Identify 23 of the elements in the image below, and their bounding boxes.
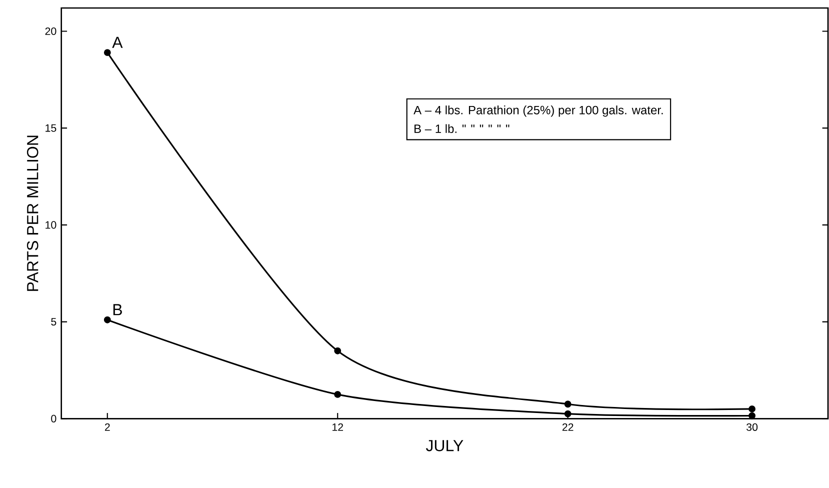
- y-tick-label: 10: [46, 221, 56, 229]
- point: [748, 412, 756, 420]
- point: [748, 406, 756, 412]
- x-tick-label: 22: [562, 423, 574, 431]
- y-tick-label: 15: [46, 124, 56, 132]
- point: [564, 400, 572, 408]
- annotation: B – 1 lb. " " " " " ": [414, 124, 510, 134]
- annotation: A – 4 lbs. Parathion (25%) per 100 gals. water.: [414, 106, 663, 117]
- series-label: A: [112, 36, 123, 48]
- point: [334, 390, 342, 398]
- x-tick-label: 12: [332, 423, 344, 431]
- y-tick-label: 20: [45, 27, 56, 36]
- point: [564, 410, 572, 418]
- x-tick-label: 30: [746, 423, 758, 431]
- point: [104, 49, 111, 56]
- series-label: B: [113, 304, 122, 316]
- y-axis-title: PARTS PER MILLION: [26, 136, 38, 291]
- y-tick-label: 0: [51, 414, 56, 422]
- x-axis-title: JULY: [426, 440, 464, 452]
- x-tick-label: 2: [104, 423, 110, 431]
- point: [334, 347, 342, 354]
- y-tick-label: 5: [51, 318, 56, 326]
- point: [104, 316, 111, 324]
